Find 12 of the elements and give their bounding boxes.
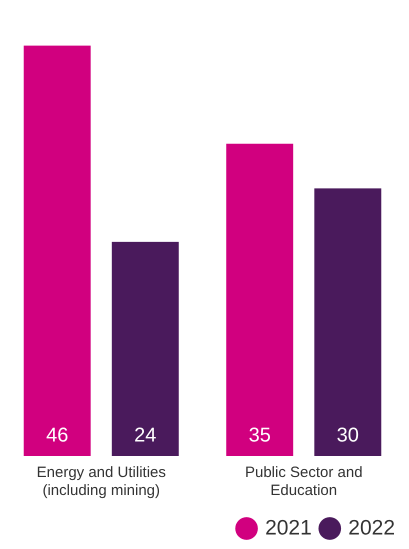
legend-label: 2022 <box>348 516 395 540</box>
bar <box>112 242 179 456</box>
bar <box>24 46 91 456</box>
data-label: 46 <box>46 424 68 447</box>
data-label: 30 <box>336 424 359 447</box>
bar <box>226 144 294 456</box>
data-label: 35 <box>248 424 271 447</box>
data-label: 24 <box>134 424 156 447</box>
legend-label: 2021 <box>265 516 312 540</box>
bar <box>314 188 382 456</box>
x-tick-label: Public Sector and Education <box>244 464 363 500</box>
x-tick-label: Energy and Utilities (including mining) <box>36 464 166 500</box>
